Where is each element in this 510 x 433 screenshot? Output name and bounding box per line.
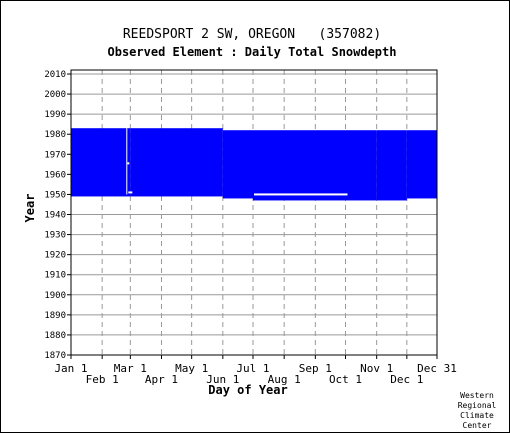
y-tick-label-1970: 1970: [44, 150, 66, 160]
y-tick-label-1950: 1950: [44, 190, 66, 200]
y-tick-label-1940: 1940: [44, 211, 66, 221]
credit-line-4: Center: [463, 421, 492, 430]
data-bar-5: [406, 130, 437, 199]
y-tick-label-1930: 1930: [44, 231, 66, 241]
y-tick-label-1990: 1990: [44, 110, 66, 120]
missing-segment-2: [127, 162, 130, 165]
x-tick-label-32: Feb 1: [86, 373, 119, 386]
x-tick-label-335: Dec 1: [390, 373, 423, 386]
x-tick-label-182: Jul 1: [236, 362, 269, 375]
y-tick-label-1960: 1960: [44, 170, 66, 180]
y-tick-label-1980: 1980: [44, 130, 66, 140]
credit-line-2: Regional: [458, 401, 497, 410]
missing-data: [126, 128, 348, 196]
grid-lines: [71, 70, 437, 356]
y-tick-label-1920: 1920: [44, 251, 66, 261]
x-tick-label-121: May 1: [175, 362, 208, 375]
y-tick-label-1900: 1900: [44, 291, 66, 301]
chart-title: REEDSPORT 2 SW, OREGON (357082): [123, 27, 381, 42]
data-bar-0: [71, 128, 131, 197]
missing-segment-0: [126, 128, 128, 195]
x-tick-label-1: Jan 1: [54, 362, 87, 375]
x-tick-label-213: Aug 1: [268, 373, 301, 386]
x-tick-label-274: Oct 1: [329, 373, 362, 386]
y-tick-label-1870: 1870: [44, 351, 66, 361]
y-tick-label-2010: 2010: [44, 70, 66, 80]
credit-line-1: Western: [460, 391, 494, 400]
y-tick-label-1880: 1880: [44, 331, 66, 341]
missing-segment-1: [128, 191, 133, 194]
x-tick-label-91: Apr 1: [145, 373, 178, 386]
x-tick-label-305: Nov 1: [360, 362, 393, 375]
data-bar-3: [252, 130, 377, 201]
y-tick-label-1890: 1890: [44, 311, 66, 321]
data-bar-1: [130, 128, 223, 197]
y-axis-ticks: 1870 1880 1890 1900 1910 1920 1930 1940 1950 1960…: [44, 70, 71, 361]
y-tick-label-2000: 2000: [44, 90, 66, 100]
x-axis-label: Day of Year: [208, 383, 287, 397]
x-tick-label-365: Dec 31: [417, 362, 457, 375]
x-tick-label-244: Sep 1: [299, 362, 332, 375]
x-tick-label-60: Mar 1: [114, 362, 147, 375]
wrcc-credit: Western Regional Climate Center: [458, 391, 497, 430]
data-bars: [71, 128, 437, 201]
y-tick-label-1910: 1910: [44, 271, 66, 281]
y-axis-label: Year: [23, 194, 37, 223]
data-bar-2: [222, 130, 253, 199]
chart-subtitle: Observed Element : Daily Total Snowdepth: [108, 45, 397, 59]
credit-line-3: Climate: [460, 411, 494, 420]
x-tick-label-152: Jun 1: [206, 373, 239, 386]
missing-segment-3: [254, 193, 348, 196]
x-axis-ticks: Jan 1 Mar 1 May 1 Jul 1 Sep 1 Nov 1 Dec 31 Feb …: [54, 355, 457, 386]
data-bar-4: [376, 130, 407, 201]
plot-border: [70, 69, 438, 356]
